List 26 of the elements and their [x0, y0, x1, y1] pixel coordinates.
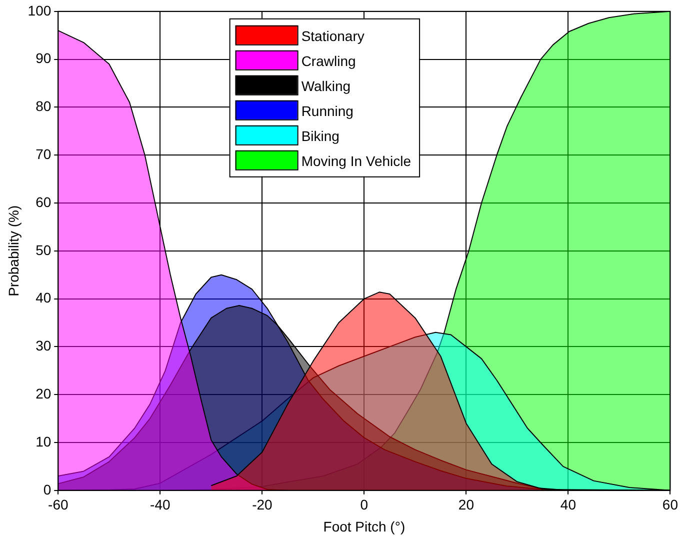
y-tick-label: 60 [36, 194, 52, 210]
x-tick-label: 20 [458, 496, 474, 513]
legend-label: Biking [301, 128, 340, 144]
y-tick-label: 100 [28, 2, 52, 18]
y-axis-title: Probability (%) [5, 205, 22, 296]
y-tick-label: 80 [36, 98, 52, 114]
y-tick-label: 40 [36, 290, 52, 306]
x-tick-label: 0 [360, 496, 368, 513]
x-tick-label: -60 [48, 496, 68, 513]
y-tick-label: 0 [43, 481, 52, 498]
y-tick-label: 30 [36, 338, 52, 354]
legend-label: Stationary [301, 28, 364, 44]
x-tick-label: -40 [150, 496, 170, 513]
x-tick-label: 60 [662, 496, 678, 513]
y-tick-label: 90 [36, 50, 52, 66]
x-axis-title: Foot Pitch (°) [323, 518, 406, 534]
legend-label: Moving In Vehicle [301, 152, 412, 169]
legend-label: Walking [301, 78, 351, 94]
legend-label: Crawling [301, 52, 356, 69]
y-tick-label: 10 [36, 433, 52, 450]
x-tick-label: 40 [560, 496, 576, 513]
y-tick-label: 70 [36, 146, 52, 162]
legend-label: Running [301, 102, 354, 119]
y-tick-label: 20 [36, 385, 52, 402]
x-tick-label: -20 [252, 496, 273, 513]
y-tick-label: 50 [36, 242, 52, 258]
